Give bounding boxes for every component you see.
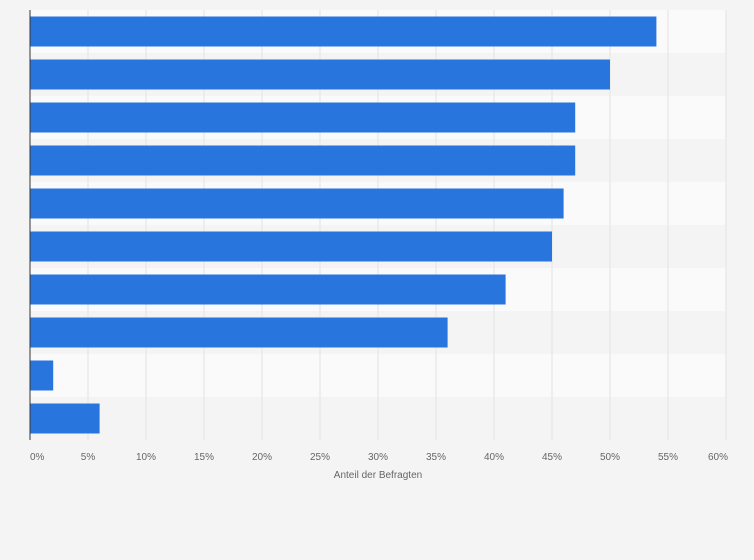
x-tick-label: 45% xyxy=(542,452,562,463)
bar xyxy=(30,274,506,305)
x-tick-label: 55% xyxy=(658,452,678,463)
x-tick-label: 30% xyxy=(368,452,388,463)
x-tick-label: 5% xyxy=(81,452,96,463)
bar xyxy=(30,403,100,434)
x-tick-label: 20% xyxy=(252,452,272,463)
bar xyxy=(30,317,448,348)
bars xyxy=(30,16,657,434)
x-tick-label: 50% xyxy=(600,452,620,463)
x-tick-label: 25% xyxy=(310,452,330,463)
x-tick-label: 60% xyxy=(708,452,728,463)
bar xyxy=(30,360,54,391)
bar xyxy=(30,231,552,262)
x-tick-label: 10% xyxy=(136,452,156,463)
x-axis-title: Anteil der Befragten xyxy=(334,470,422,481)
x-tick-label: 40% xyxy=(484,452,504,463)
bar xyxy=(30,145,576,176)
bar xyxy=(30,59,610,90)
x-tick-labels: 0% 5% 10% 15% 20% 25% 30% 35% 40% 45% 50% 55% 60% xyxy=(30,452,728,463)
bar xyxy=(30,188,564,219)
x-tick-label: 15% xyxy=(194,452,214,463)
x-tick-label: 0% xyxy=(30,452,45,463)
bar xyxy=(30,102,576,133)
bar xyxy=(30,16,657,47)
x-tick-label: 35% xyxy=(426,452,446,463)
